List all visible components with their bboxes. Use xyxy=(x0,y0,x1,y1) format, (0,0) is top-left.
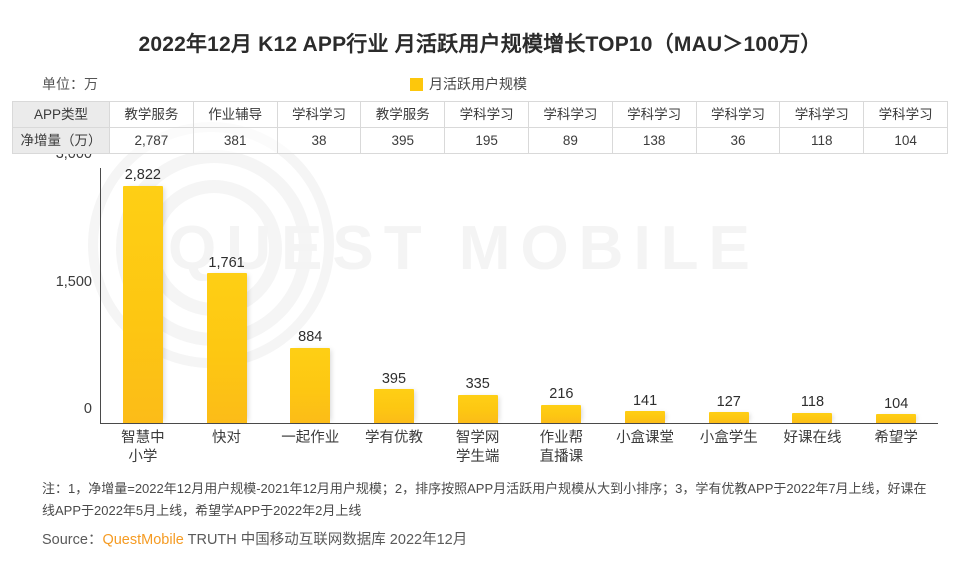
bar-slot: 104 xyxy=(854,168,938,423)
source-brand: QuestMobile xyxy=(102,532,184,548)
bar[interactable] xyxy=(457,394,498,423)
unit-label: 单位：万 xyxy=(42,76,98,92)
table-cell-net-growth: 195 xyxy=(444,127,529,154)
table-cell-app-type: 作业辅导 xyxy=(192,101,278,128)
bar-value-label: 118 xyxy=(800,394,825,411)
category-table: APP类型 教学服务 作业辅导 学科学习 教学服务 学科学习 学科学习 学科学习… xyxy=(12,101,948,154)
y-axis-ticks: 0 1,500 3,000 xyxy=(26,146,92,425)
table-rowheader-app-type: APP类型 xyxy=(12,101,110,128)
bar-value-label: 1,761 xyxy=(208,254,245,271)
chart-source: Source：QuestMobile TRUTH 中国移动互联网数据库 2022… xyxy=(42,528,467,549)
bar-chart-plot: 0 1,500 3,000 2,822 1,761 884 395 335 216 141 127… xyxy=(0,146,960,475)
bar[interactable] xyxy=(206,273,247,423)
bar-slot: 118 xyxy=(771,168,855,423)
bar[interactable] xyxy=(625,411,666,423)
table-cell-app-type: 教学服务 xyxy=(109,101,194,128)
x-axis-label: 智慧中 小学 xyxy=(121,430,165,465)
x-axis-label: 学有优教 xyxy=(364,430,423,446)
y-axis-tick-label: 0 xyxy=(83,401,92,417)
table-cell-app-type: 学科学习 xyxy=(611,101,697,128)
table-cell-net-growth: 118 xyxy=(779,127,865,154)
table-cell-net-growth: 104 xyxy=(863,127,948,154)
y-axis-line xyxy=(100,168,101,423)
table-cell-app-type: 学科学习 xyxy=(779,101,865,128)
table-cell-net-growth: 38 xyxy=(276,127,362,154)
bar[interactable] xyxy=(708,412,749,423)
chart-footnote: 注：1，净增量=2022年12月用户规模-2021年12月用户规模；2，排序按照… xyxy=(42,481,927,518)
source-rest: TRUTH 中国移动互联网数据库 2022年12月 xyxy=(183,532,468,548)
y-axis-tick-label: 1,500 xyxy=(55,273,92,290)
table-cell-net-growth: 2,787 xyxy=(109,127,194,154)
table-cell-net-growth: 36 xyxy=(695,127,781,154)
bar-value-label: 141 xyxy=(632,392,658,409)
table-cell-app-type: 学科学习 xyxy=(527,101,613,128)
x-axis-label: 小盒学生 xyxy=(699,430,758,446)
bar[interactable] xyxy=(876,414,917,423)
table-row-net-growth: 净增量（万） 2,787 381 38 395 195 89 138 36 11… xyxy=(12,127,948,154)
source-prefix: Source： xyxy=(42,532,103,548)
x-axis-label: 希望学 xyxy=(874,430,918,446)
bar[interactable] xyxy=(122,185,163,423)
bar-slot: 395 xyxy=(352,168,436,423)
table-cell-net-growth: 89 xyxy=(527,127,613,154)
x-axis-label: 小盒课堂 xyxy=(616,430,675,446)
bar-value-label: 395 xyxy=(381,370,407,387)
bar[interactable] xyxy=(373,389,414,423)
bar-slot: 884 xyxy=(268,168,352,423)
legend-swatch-icon xyxy=(410,77,423,91)
x-axis-label: 好课在线 xyxy=(783,430,842,446)
bar-series: 2,822 1,761 884 395 335 216 141 127 118 104 xyxy=(101,168,938,423)
x-axis-label: 快对 xyxy=(212,430,242,446)
x-axis-line xyxy=(100,423,938,424)
x-axis-label: 一起作业 xyxy=(281,430,340,446)
bar-value-label: 335 xyxy=(465,376,490,393)
chart-legend: 月活跃用户规模 xyxy=(410,74,527,94)
bar-slot: 1,761 xyxy=(185,168,269,423)
table-rowheader-net-growth: 净增量（万） xyxy=(12,127,110,154)
x-axis-labels: 智慧中 小学 快对 一起作业 学有优教 智学网 学生端 作业帮 直播课 小盒课堂 小盒学生 好课… xyxy=(101,429,938,467)
bar-slot: 335 xyxy=(436,168,520,423)
bar-value-label: 884 xyxy=(298,329,323,346)
table-cell-net-growth: 138 xyxy=(611,127,697,154)
table-cell-net-growth: 395 xyxy=(360,127,446,154)
table-cell-app-type: 学科学习 xyxy=(276,101,362,128)
table-cell-app-type: 学科学习 xyxy=(863,101,948,128)
bar[interactable] xyxy=(792,412,833,423)
bar-slot: 127 xyxy=(687,168,771,423)
bar-slot: 141 xyxy=(603,168,687,423)
table-cell-net-growth: 381 xyxy=(192,127,278,154)
legend-label: 月活跃用户规模 xyxy=(429,76,527,92)
bar-value-label: 127 xyxy=(716,393,741,410)
table-row-app-type: APP类型 教学服务 作业辅导 学科学习 教学服务 学科学习 学科学习 学科学习… xyxy=(12,101,948,128)
chart-title: 2022年12月 K12 APP行业 月活跃用户规模增长TOP10（MAU＞10… xyxy=(138,33,822,56)
bar-value-label: 216 xyxy=(549,386,574,403)
table-cell-app-type: 教学服务 xyxy=(360,101,446,128)
bar-slot: 2,822 xyxy=(101,168,185,423)
table-cell-app-type: 学科学习 xyxy=(695,101,781,128)
bar-value-label: 104 xyxy=(884,395,909,412)
x-axis-label: 作业帮 直播课 xyxy=(539,430,584,465)
x-axis-label: 智学网 学生端 xyxy=(455,430,500,465)
bar-value-label: 2,822 xyxy=(124,167,161,183)
table-cell-app-type: 学科学习 xyxy=(444,101,529,128)
bar-slot: 216 xyxy=(520,168,604,423)
bar[interactable] xyxy=(541,404,582,423)
bar[interactable] xyxy=(290,347,331,423)
